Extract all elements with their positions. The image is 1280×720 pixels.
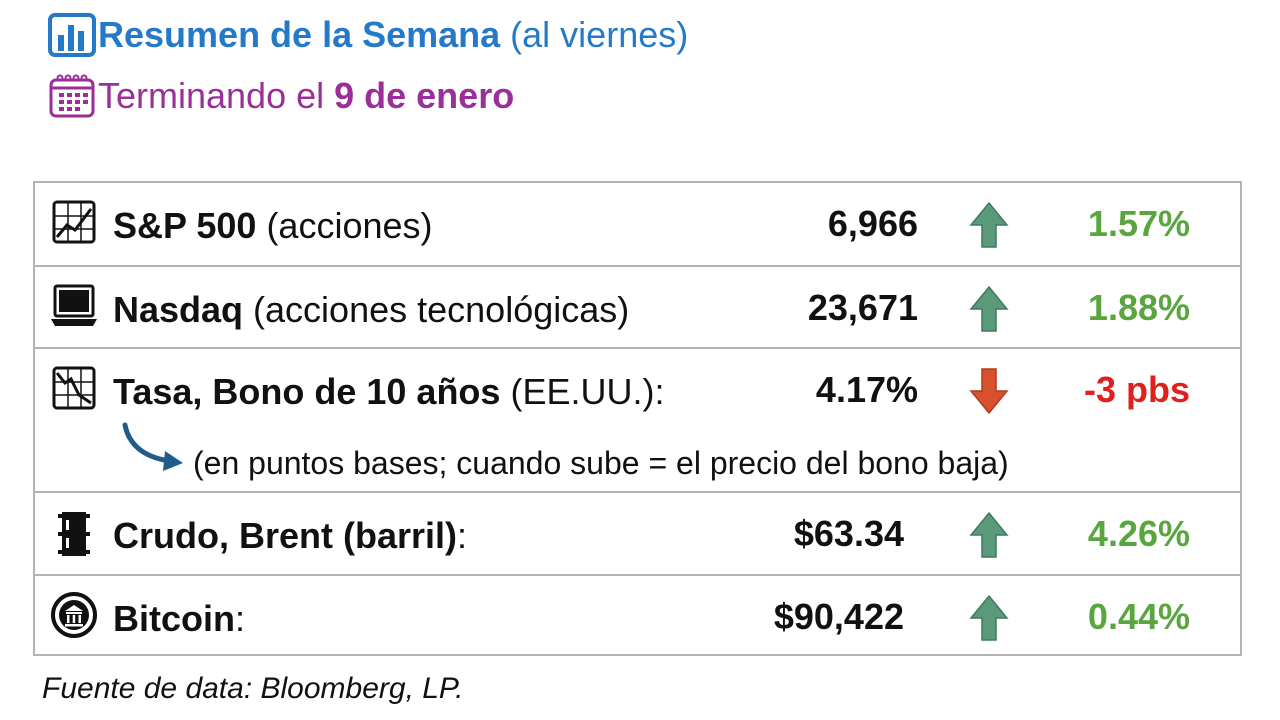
up-arrow-icon — [969, 201, 1009, 248]
calendar-icon — [48, 74, 98, 118]
row-name: Tasa, Bono de 10 años (EE.UU.): — [113, 371, 665, 412]
table-row-nasdaq: Nasdaq (acciones tecnológicas) 23,671 1.… — [35, 265, 1240, 349]
falling-chart-icon — [49, 363, 99, 413]
row-value: 4.17% — [815, 369, 918, 410]
row-name: Bitcoin: — [113, 598, 246, 639]
subtitle-prefix: Terminando el — [98, 75, 325, 116]
subtitle-date: 9 de enero — [334, 75, 515, 116]
row-value: $63.34 — [793, 513, 904, 554]
oil-barrel-icon — [49, 509, 99, 559]
row-change: 0.44% — [1087, 596, 1190, 637]
page-subtitle: Terminando el 9 de enero — [48, 72, 514, 120]
table-row-bitcoin: Bitcoin: $90,422 0.44% — [35, 574, 1240, 658]
bar-chart-icon — [48, 13, 98, 57]
table-row-bond: Tasa, Bono de 10 años (EE.UU.): 4.17% -3… — [35, 347, 1240, 493]
row-name: Crudo, Brent (barril): — [113, 515, 468, 556]
row-name: S&P 500 (acciones) — [113, 205, 433, 246]
curved-arrow-icon — [122, 422, 183, 471]
row-change: -3 pbs — [1083, 369, 1190, 410]
bitcoin-coin-icon — [49, 590, 99, 640]
up-arrow-icon — [969, 285, 1009, 332]
down-arrow-icon — [969, 368, 1009, 415]
title-bold: Resumen de la Semana — [98, 14, 501, 55]
data-source: Fuente de data: Bloomberg, LP. — [42, 672, 464, 705]
page-title: Resumen de la Semana (al viernes) — [48, 10, 688, 60]
weekly-summary-table: S&P 500 (acciones) 6,966 1.57% Nasdaq (a… — [33, 181, 1242, 656]
row-change: 1.88% — [1087, 287, 1190, 328]
laptop-icon — [49, 281, 99, 331]
title-rest: (al viernes) — [510, 14, 689, 55]
line-chart-icon — [49, 197, 99, 247]
up-arrow-icon — [969, 594, 1009, 641]
row-change: 4.26% — [1087, 513, 1190, 554]
row-change: 1.57% — [1087, 203, 1190, 244]
row-name: Nasdaq (acciones tecnológicas) — [113, 289, 630, 330]
row-value: 23,671 — [807, 287, 918, 328]
bond-note: (en puntos bases; cuando sube = el preci… — [193, 445, 1009, 481]
row-value: $90,422 — [773, 596, 904, 637]
table-row-brent: Crudo, Brent (barril): $63.34 4.26% — [35, 491, 1240, 576]
table-row-sp500: S&P 500 (acciones) 6,966 1.57% — [35, 183, 1240, 265]
up-arrow-icon — [969, 511, 1009, 558]
row-value: 6,966 — [827, 203, 918, 244]
